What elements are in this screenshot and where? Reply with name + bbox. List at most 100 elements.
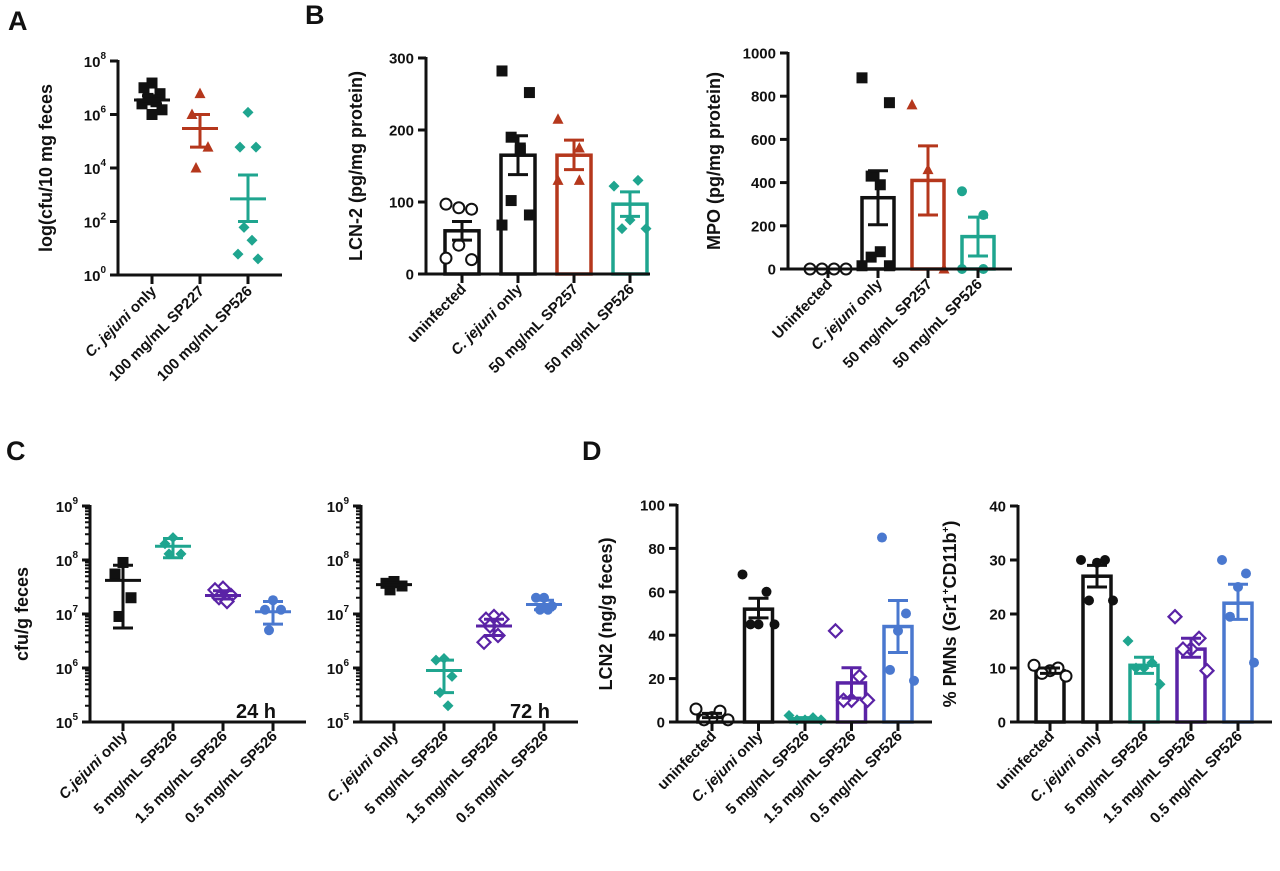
data-point bbox=[1249, 657, 1259, 668]
y-axis-title-sup1: + bbox=[941, 588, 952, 594]
time-annotation: 72 h bbox=[510, 701, 550, 723]
y-tick-base: 10 bbox=[84, 161, 101, 178]
y-tick-exp: 5 bbox=[343, 712, 349, 723]
data-point bbox=[608, 180, 620, 192]
y-tick-base: 10 bbox=[327, 607, 344, 624]
y-tick-base: 10 bbox=[56, 661, 73, 678]
error-bar bbox=[526, 598, 562, 612]
data-point bbox=[859, 692, 876, 709]
data-point bbox=[877, 532, 887, 543]
y-tick-label: 106 bbox=[327, 658, 350, 678]
data-point bbox=[264, 625, 274, 636]
y-tick-label: 800 bbox=[751, 89, 776, 106]
data-point bbox=[109, 568, 121, 580]
y-axis-title: LCN-2 (pg/mg protein) bbox=[346, 71, 366, 261]
category-label: 5 mg/mL SP526 bbox=[1062, 728, 1152, 818]
data-point bbox=[1059, 669, 1073, 683]
error-bar bbox=[205, 589, 241, 601]
data-point bbox=[250, 141, 262, 153]
data-point bbox=[234, 141, 246, 153]
data-point bbox=[573, 174, 585, 185]
error-bar bbox=[968, 215, 988, 258]
y-tick-base: 10 bbox=[84, 215, 101, 232]
data-point bbox=[783, 709, 795, 721]
y-tick-label: 107 bbox=[56, 604, 79, 624]
y-tick-label: 40 bbox=[648, 628, 665, 645]
data-point bbox=[246, 234, 258, 246]
panel-letter-a: A bbox=[8, 6, 28, 36]
data-point bbox=[957, 186, 967, 197]
y-axis-title: MPO (pg/mg protein) bbox=[704, 72, 724, 250]
error-bar bbox=[620, 190, 640, 218]
error-bar bbox=[508, 134, 528, 177]
y-tick-base: 10 bbox=[56, 499, 73, 516]
error-bar bbox=[1181, 636, 1201, 659]
error-bar bbox=[918, 144, 938, 217]
error-bar bbox=[841, 666, 862, 700]
panel-letter-d: D bbox=[582, 436, 602, 466]
y-axis-title: log(cfu/10 mg feces bbox=[36, 84, 56, 252]
y-tick-base: 10 bbox=[56, 607, 73, 624]
data-point bbox=[856, 260, 868, 272]
data-point bbox=[552, 174, 564, 185]
error-bar bbox=[230, 173, 266, 223]
data-point bbox=[1154, 678, 1166, 690]
category-label-rest: only bbox=[1068, 727, 1105, 764]
data-point bbox=[1108, 595, 1118, 606]
data-point bbox=[689, 702, 703, 716]
data-point bbox=[883, 97, 895, 109]
y-tick-label: 100 bbox=[640, 498, 665, 515]
data-point bbox=[827, 622, 844, 639]
category-label: 0.5 mg/mL SP526 bbox=[453, 728, 552, 827]
y-axis-title: LCN2 (ng/g feces) bbox=[596, 537, 616, 690]
data-point bbox=[640, 223, 652, 235]
category-label-italic: C.jejuni bbox=[56, 752, 107, 803]
data-point bbox=[697, 713, 711, 727]
panel-letter-c: C bbox=[6, 436, 26, 466]
y-tick-label: 20 bbox=[648, 671, 665, 688]
data-point bbox=[865, 251, 877, 263]
data-point bbox=[252, 253, 264, 265]
category-label: 1.5 mg/mL SP526 bbox=[403, 728, 502, 827]
error-bar bbox=[376, 581, 412, 589]
category-label-rest: only bbox=[365, 727, 402, 764]
y-tick-label: 106 bbox=[84, 105, 107, 125]
y-axis-title-sup2: + bbox=[941, 526, 952, 532]
y-tick-label: 109 bbox=[56, 496, 79, 516]
data-point bbox=[242, 106, 254, 118]
data-point bbox=[465, 202, 479, 216]
error-bar bbox=[182, 113, 218, 149]
category-label: 50 mg/mL SP526 bbox=[890, 276, 986, 372]
data-point bbox=[573, 142, 585, 153]
y-tick-exp: 8 bbox=[72, 550, 78, 561]
error-bar bbox=[1134, 655, 1154, 675]
y-tick-label: 1000 bbox=[743, 46, 776, 63]
error-bar bbox=[105, 563, 141, 630]
y-axis-title-suffix: ) bbox=[940, 521, 960, 527]
y-tick-label: 108 bbox=[327, 550, 350, 570]
error-bar bbox=[1040, 666, 1060, 675]
error-bar bbox=[888, 598, 908, 655]
y-axis-title: cfu/g feces bbox=[12, 567, 32, 661]
data-point bbox=[439, 197, 453, 211]
data-point bbox=[745, 619, 756, 630]
y-tick-exp: 7 bbox=[343, 604, 349, 615]
y-axis-title-mid: CD11b bbox=[940, 532, 960, 588]
y-tick-exp: 8 bbox=[343, 550, 349, 561]
bar bbox=[1175, 647, 1207, 724]
error-bar bbox=[255, 600, 291, 626]
data-point bbox=[496, 65, 508, 77]
data-point bbox=[452, 201, 466, 215]
data-point bbox=[113, 610, 125, 622]
y-tick-label: 0 bbox=[657, 715, 665, 732]
data-point bbox=[721, 713, 735, 727]
data-point bbox=[238, 221, 250, 233]
y-tick-label: 10 bbox=[989, 661, 1006, 678]
